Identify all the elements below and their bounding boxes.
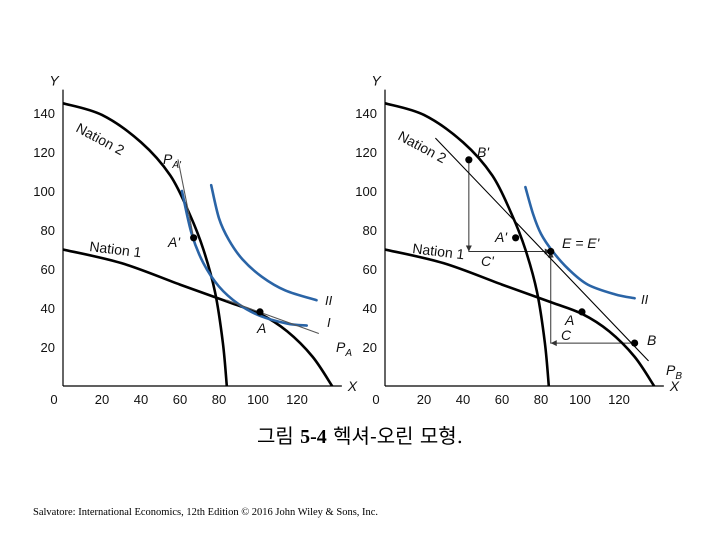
series-p-a- xyxy=(177,159,195,239)
plot-area xyxy=(385,101,656,386)
y-tick-label: 100 xyxy=(355,184,377,199)
x-tick-label: 120 xyxy=(608,392,630,407)
point-a- xyxy=(512,234,520,242)
figure-caption: 그림 5-4 헥셔-오린 모형. xyxy=(0,420,720,449)
label-ii: II xyxy=(641,292,649,307)
label-a: A xyxy=(564,312,574,328)
x-tick-label: 0 xyxy=(372,392,379,407)
x-tick-label: 40 xyxy=(134,392,148,407)
x-tick-label: 80 xyxy=(534,392,548,407)
x-tick-label: 20 xyxy=(417,392,431,407)
y-tick-label: 120 xyxy=(355,145,377,160)
right-panel: Y X 0 20 40 60 80 100 120 20 40 60 80 100 120 140 Nation… xyxy=(355,73,682,407)
caption-number: 5-4 xyxy=(300,426,327,448)
y-tick-label: 140 xyxy=(33,106,55,121)
copyright-credit: Salvatore: International Economics, 12th… xyxy=(33,507,379,518)
series-ii xyxy=(524,185,636,300)
series-p-a xyxy=(226,299,319,334)
label-pa: PA xyxy=(336,339,352,359)
label-a: A xyxy=(256,320,266,336)
label-subscript: B xyxy=(675,371,682,382)
caption-prefix: 그림 xyxy=(256,424,301,448)
label-subscript: A xyxy=(344,348,352,359)
y-tick-label: 20 xyxy=(41,340,55,355)
y-tick-label: 140 xyxy=(355,106,377,121)
label-i: I xyxy=(327,315,331,330)
x-tick-label: 60 xyxy=(495,392,509,407)
series-p-b xyxy=(435,137,649,362)
y-axis-label: Y xyxy=(49,73,60,89)
x-tick-label: 60 xyxy=(173,392,187,407)
y-axis-label: Y xyxy=(371,73,382,89)
x-tick-label: 100 xyxy=(569,392,591,407)
x-tick-label: 0 xyxy=(50,392,57,407)
series-nation-1 xyxy=(385,248,656,386)
x-tick-label: 40 xyxy=(456,392,470,407)
series-i xyxy=(180,189,309,327)
y-tick-label: 40 xyxy=(41,301,55,316)
x-tick-label: 20 xyxy=(95,392,109,407)
label-b: B xyxy=(647,332,656,348)
y-tick-label: 120 xyxy=(33,145,55,160)
series-nation-2 xyxy=(385,101,551,386)
y-tick-label: 60 xyxy=(41,262,55,277)
series-nation-1 xyxy=(63,248,334,386)
x-tick-label: 80 xyxy=(212,392,226,407)
label-c-prime: C' xyxy=(481,253,495,269)
label-b-prime: B' xyxy=(477,144,490,160)
y-tick-label: 100 xyxy=(33,184,55,199)
y-tick-label: 80 xyxy=(41,223,55,238)
label-ii: II xyxy=(325,293,333,308)
figure-canvas: YX0 20 40 60 80 100 12020406080100120140Nation… xyxy=(33,73,682,407)
series-nation-2 xyxy=(63,101,229,386)
point-b- xyxy=(465,156,473,164)
caption-text: 헥셔-오린 모형. xyxy=(326,424,464,448)
x-tick-label: 100 xyxy=(247,392,269,407)
y-tick-label: 40 xyxy=(363,301,377,316)
label-nation1: Nation 1 xyxy=(89,238,143,260)
label-c: C xyxy=(561,327,572,343)
label-a-prime: A' xyxy=(494,229,508,245)
trade-triangle xyxy=(468,159,551,252)
series-ii xyxy=(209,183,318,302)
label-subscript: A' xyxy=(171,160,182,171)
y-tick-label: 80 xyxy=(363,223,377,238)
x-tick-label: 120 xyxy=(286,392,308,407)
label-e: E = E' xyxy=(562,235,601,251)
point-a xyxy=(256,308,264,316)
y-tick-label: 20 xyxy=(363,340,377,355)
point-a- xyxy=(190,234,198,242)
left-panel: Y X 0 20 40 60 80 100 120 20 40 60 80 100 120 140 Nation… xyxy=(33,73,357,407)
trade-arrowhead xyxy=(550,340,557,347)
x-axis-label: X xyxy=(347,378,358,394)
x-axis-label: X xyxy=(669,378,680,394)
point-e-e- xyxy=(547,247,555,256)
point-a xyxy=(578,308,586,316)
label-nation1: Nation 1 xyxy=(412,240,466,262)
y-tick-label: 60 xyxy=(363,262,377,277)
label-a-prime: A' xyxy=(167,234,181,250)
point-b xyxy=(631,339,639,347)
label-nation2: Nation 2 xyxy=(396,128,450,167)
trade-arrowhead xyxy=(465,245,472,252)
